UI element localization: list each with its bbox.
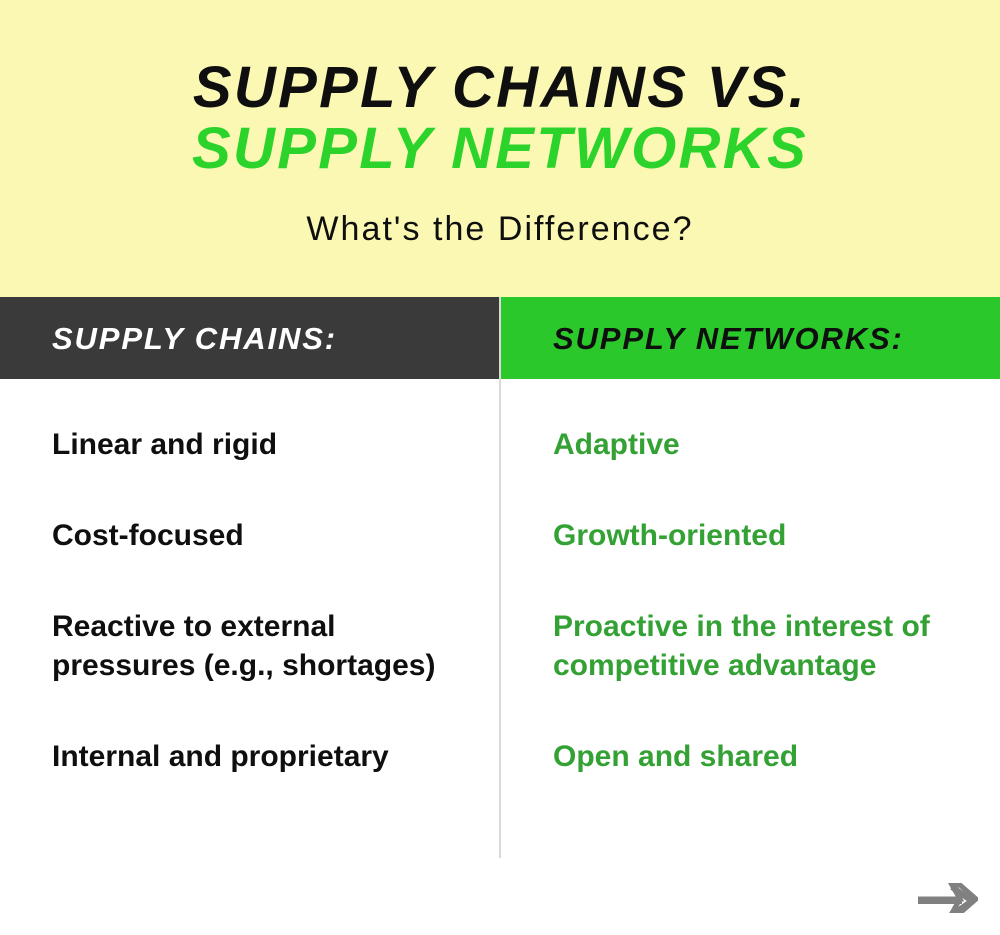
list-item: Internal and proprietary bbox=[52, 737, 439, 776]
list-item: Cost-focused bbox=[52, 516, 439, 555]
subtitle: What's the Difference? bbox=[40, 210, 960, 249]
right-column: SUPPLY NETWORKS: Adaptive Growth-oriente… bbox=[501, 297, 1000, 858]
list-item: Adaptive bbox=[553, 425, 940, 464]
list-item: Proactive in the interest of competitive… bbox=[553, 607, 940, 685]
left-column: SUPPLY CHAINS: Linear and rigid Cost-foc… bbox=[0, 297, 499, 858]
arrow-icon bbox=[916, 883, 978, 913]
comparison-columns: SUPPLY CHAINS: Linear and rigid Cost-foc… bbox=[0, 297, 1000, 858]
list-item: Open and shared bbox=[553, 737, 940, 776]
right-column-header: SUPPLY NETWORKS: bbox=[501, 297, 1000, 379]
left-column-body: Linear and rigid Cost-focused Reactive t… bbox=[0, 379, 499, 858]
title-line-2: SUPPLY NETWORKS bbox=[40, 119, 960, 180]
list-item: Growth-oriented bbox=[553, 516, 940, 555]
list-item: Linear and rigid bbox=[52, 425, 439, 464]
right-column-body: Adaptive Growth-oriented Proactive in th… bbox=[501, 379, 1000, 858]
list-item: Reactive to external pressures (e.g., sh… bbox=[52, 607, 439, 685]
left-column-header: SUPPLY CHAINS: bbox=[0, 297, 499, 379]
hero-section: SUPPLY CHAINS VS. SUPPLY NETWORKS What's… bbox=[0, 0, 1000, 297]
title-line-1: SUPPLY CHAINS VS. bbox=[40, 58, 960, 119]
